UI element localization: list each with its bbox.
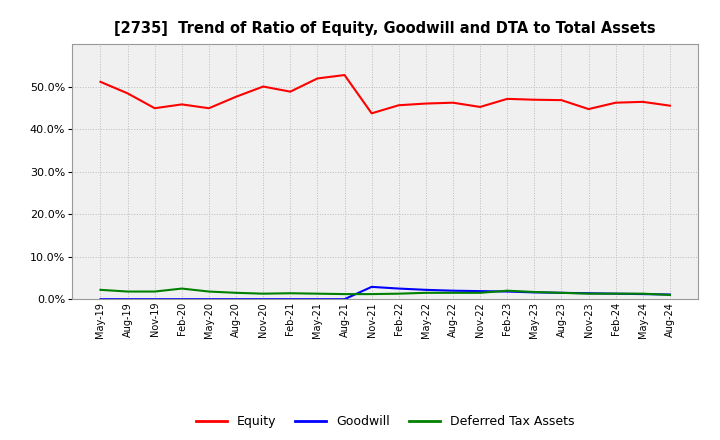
Legend: Equity, Goodwill, Deferred Tax Assets: Equity, Goodwill, Deferred Tax Assets <box>191 411 580 433</box>
Title: [2735]  Trend of Ratio of Equity, Goodwill and DTA to Total Assets: [2735] Trend of Ratio of Equity, Goodwil… <box>114 21 656 36</box>
